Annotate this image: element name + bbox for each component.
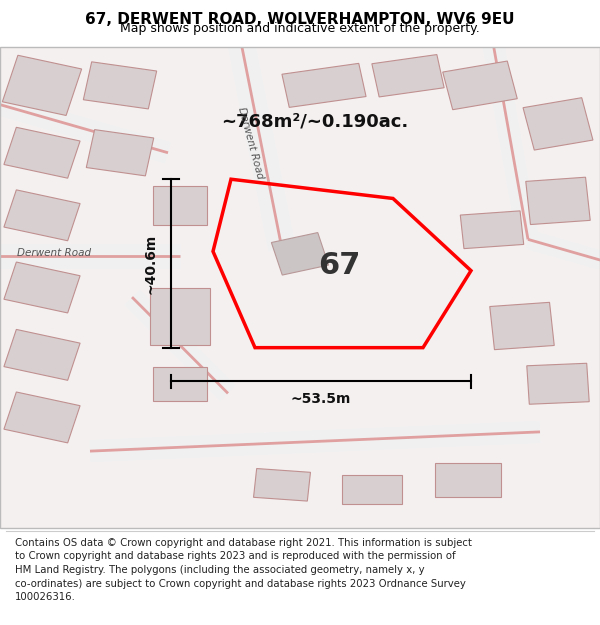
Bar: [271, 232, 329, 275]
Bar: [342, 475, 402, 504]
Text: Map shows position and indicative extent of the property.: Map shows position and indicative extent…: [120, 22, 480, 35]
Bar: [4, 392, 80, 443]
Text: Derwent Road: Derwent Road: [236, 106, 265, 180]
Bar: [526, 177, 590, 224]
Bar: [460, 211, 524, 249]
Bar: [443, 61, 517, 110]
Bar: [150, 288, 210, 345]
Bar: [153, 367, 207, 401]
Text: 67: 67: [318, 251, 360, 281]
Bar: [4, 190, 80, 241]
Bar: [527, 363, 589, 404]
Bar: [254, 469, 310, 501]
Bar: [372, 54, 444, 97]
Bar: [83, 62, 157, 109]
Text: ~768m²/~0.190ac.: ~768m²/~0.190ac.: [221, 112, 409, 131]
Bar: [282, 63, 366, 108]
Bar: [435, 463, 501, 497]
Text: Derwent Road: Derwent Road: [17, 248, 91, 258]
Bar: [86, 129, 154, 176]
Bar: [2, 55, 82, 116]
Text: ~40.6m: ~40.6m: [144, 233, 158, 294]
Bar: [523, 98, 593, 150]
Bar: [490, 302, 554, 349]
Text: 67, DERWENT ROAD, WOLVERHAMPTON, WV6 9EU: 67, DERWENT ROAD, WOLVERHAMPTON, WV6 9EU: [85, 12, 515, 27]
Bar: [4, 262, 80, 313]
Text: ~53.5m: ~53.5m: [291, 392, 351, 406]
Bar: [4, 329, 80, 381]
Text: Contains OS data © Crown copyright and database right 2021. This information is : Contains OS data © Crown copyright and d…: [15, 538, 472, 602]
Bar: [153, 186, 207, 225]
Bar: [4, 127, 80, 178]
